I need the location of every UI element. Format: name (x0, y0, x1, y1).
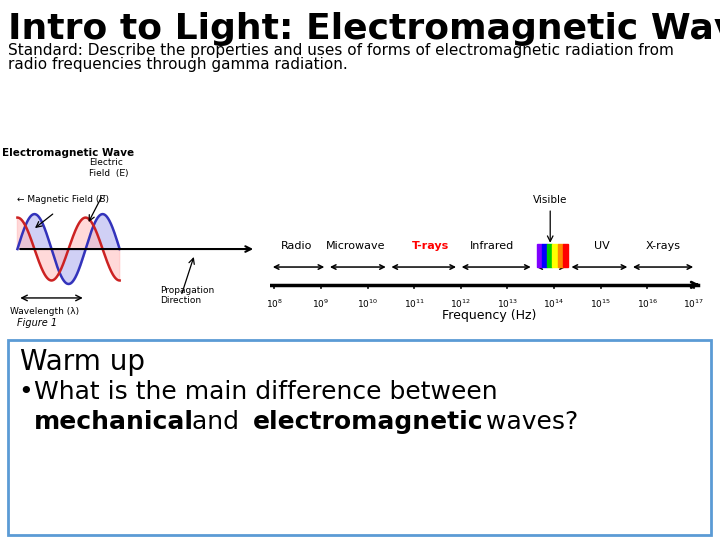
Text: Warm up: Warm up (20, 348, 145, 376)
Text: $10^{14}$: $10^{14}$ (544, 298, 564, 310)
Text: Frequency (Hz): Frequency (Hz) (442, 309, 537, 322)
Text: $10^{12}$: $10^{12}$ (450, 298, 472, 310)
Text: ← Magnetic Field (B̅): ← Magnetic Field (B̅) (17, 195, 109, 204)
Text: mechanical: mechanical (34, 410, 194, 434)
Bar (562, 244, 568, 267)
Bar (542, 244, 547, 267)
Text: Wavelength (λ): Wavelength (λ) (10, 307, 79, 316)
Text: T-rays: T-rays (412, 241, 449, 251)
Bar (537, 244, 542, 267)
Text: What is the main difference between: What is the main difference between (34, 380, 498, 404)
Text: Visible: Visible (533, 194, 567, 205)
Text: UV: UV (594, 241, 609, 251)
Text: $10^{9}$: $10^{9}$ (312, 298, 330, 310)
Text: Propagation
Direction: Propagation Direction (161, 286, 215, 305)
Text: Intro to Light: Electromagnetic Waves: Intro to Light: Electromagnetic Waves (8, 12, 720, 46)
Bar (557, 244, 562, 267)
Text: •: • (18, 380, 32, 404)
Text: electromagnetic: electromagnetic (253, 410, 483, 434)
Text: Standard: Describe the properties and uses of forms of electromagnetic radiation: Standard: Describe the properties and us… (8, 43, 674, 58)
Text: Infrared: Infrared (469, 241, 514, 251)
Text: Microwave: Microwave (326, 241, 385, 251)
Text: and: and (184, 410, 247, 434)
Text: $10^{8}$: $10^{8}$ (266, 298, 283, 310)
Text: Electric
Field  (E̅): Electric Field (E̅) (89, 158, 128, 178)
Bar (8, 340, 711, 535)
Bar (552, 244, 557, 267)
Text: Radio: Radio (281, 241, 312, 251)
Text: $10^{15}$: $10^{15}$ (590, 298, 611, 310)
Text: X-rays: X-rays (646, 241, 680, 251)
Text: $10^{16}$: $10^{16}$ (636, 298, 658, 310)
Text: $10^{13}$: $10^{13}$ (497, 298, 518, 310)
Text: $10^{17}$: $10^{17}$ (683, 298, 704, 310)
Text: $10^{11}$: $10^{11}$ (404, 298, 425, 310)
Text: Figure 1: Figure 1 (17, 318, 58, 328)
Text: $10^{10}$: $10^{10}$ (357, 298, 378, 310)
Text: waves?: waves? (478, 410, 578, 434)
Text: Electromagnetic Wave: Electromagnetic Wave (2, 148, 135, 158)
Text: radio frequencies through gamma radiation.: radio frequencies through gamma radiatio… (8, 57, 348, 72)
Bar (547, 244, 552, 267)
